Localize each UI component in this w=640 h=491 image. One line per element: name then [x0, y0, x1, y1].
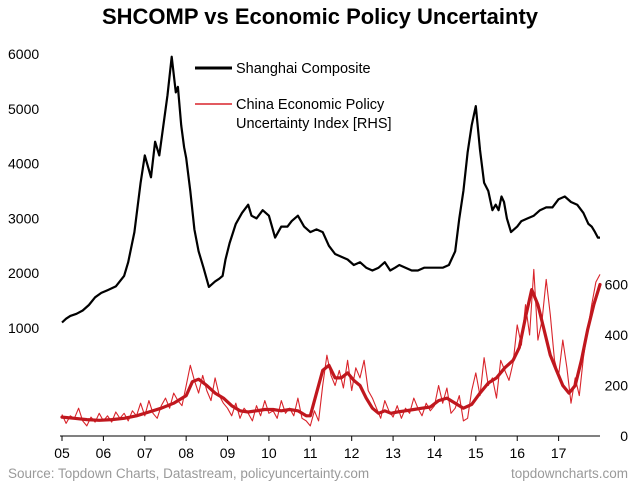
y-right-tick-label: 600: [605, 277, 629, 293]
x-tick-label: 12: [344, 445, 360, 461]
legend-label-epu-line2: Uncertainty Index [RHS]: [236, 116, 392, 132]
y-left-tick-label: 2000: [8, 265, 39, 281]
y-left-tick-label: 6000: [8, 46, 39, 62]
source-note: Source: Topdown Charts, Datastream, poli…: [8, 466, 370, 481]
epu-raw-series: [61, 268, 601, 427]
x-tick-label: 08: [178, 445, 194, 461]
x-tick-label: 05: [54, 445, 70, 461]
epu-smoothed-line: [60, 282, 602, 422]
x-tick-label: 14: [427, 445, 443, 461]
chart-title: SHCOMP vs Economic Policy Uncertainty: [101, 4, 539, 29]
x-tick-label: 09: [220, 445, 236, 461]
axes: 05 06 07 08 09 10 11 12 13 14 15 16 1710002000300040…: [8, 46, 628, 461]
x-tick-label: 13: [385, 445, 401, 461]
x-tick-label: 10: [261, 445, 277, 461]
y-left-tick-label: 5000: [8, 101, 39, 117]
y-left-tick-label: 1000: [8, 320, 39, 336]
y-right-tick-label: 200: [605, 378, 629, 394]
legend-label-epu-line1: China Economic Policy: [236, 97, 385, 113]
brand-note: topdowncharts.com: [510, 466, 628, 481]
shanghai-series: [61, 55, 600, 324]
y-left-tick-label: 3000: [8, 210, 39, 226]
shanghai-composite-line: [61, 55, 600, 324]
x-tick-label: 16: [509, 445, 525, 461]
x-tick-label: 15: [468, 445, 484, 461]
y-right-tick-label: 0: [620, 428, 628, 444]
x-tick-label: 07: [137, 445, 153, 461]
chart-legend: Shanghai Composite China Economic Policy…: [195, 61, 392, 132]
epu-raw-line: [61, 268, 601, 427]
y-left-tick-label: 4000: [8, 156, 39, 172]
x-tick-label: 06: [96, 445, 112, 461]
epu-smoothed-series: [60, 282, 602, 422]
legend-label-shanghai: Shanghai Composite: [236, 61, 371, 77]
x-tick-label: 11: [303, 445, 318, 461]
x-tick-label: 17: [551, 445, 567, 461]
y-right-tick-label: 400: [605, 327, 629, 343]
